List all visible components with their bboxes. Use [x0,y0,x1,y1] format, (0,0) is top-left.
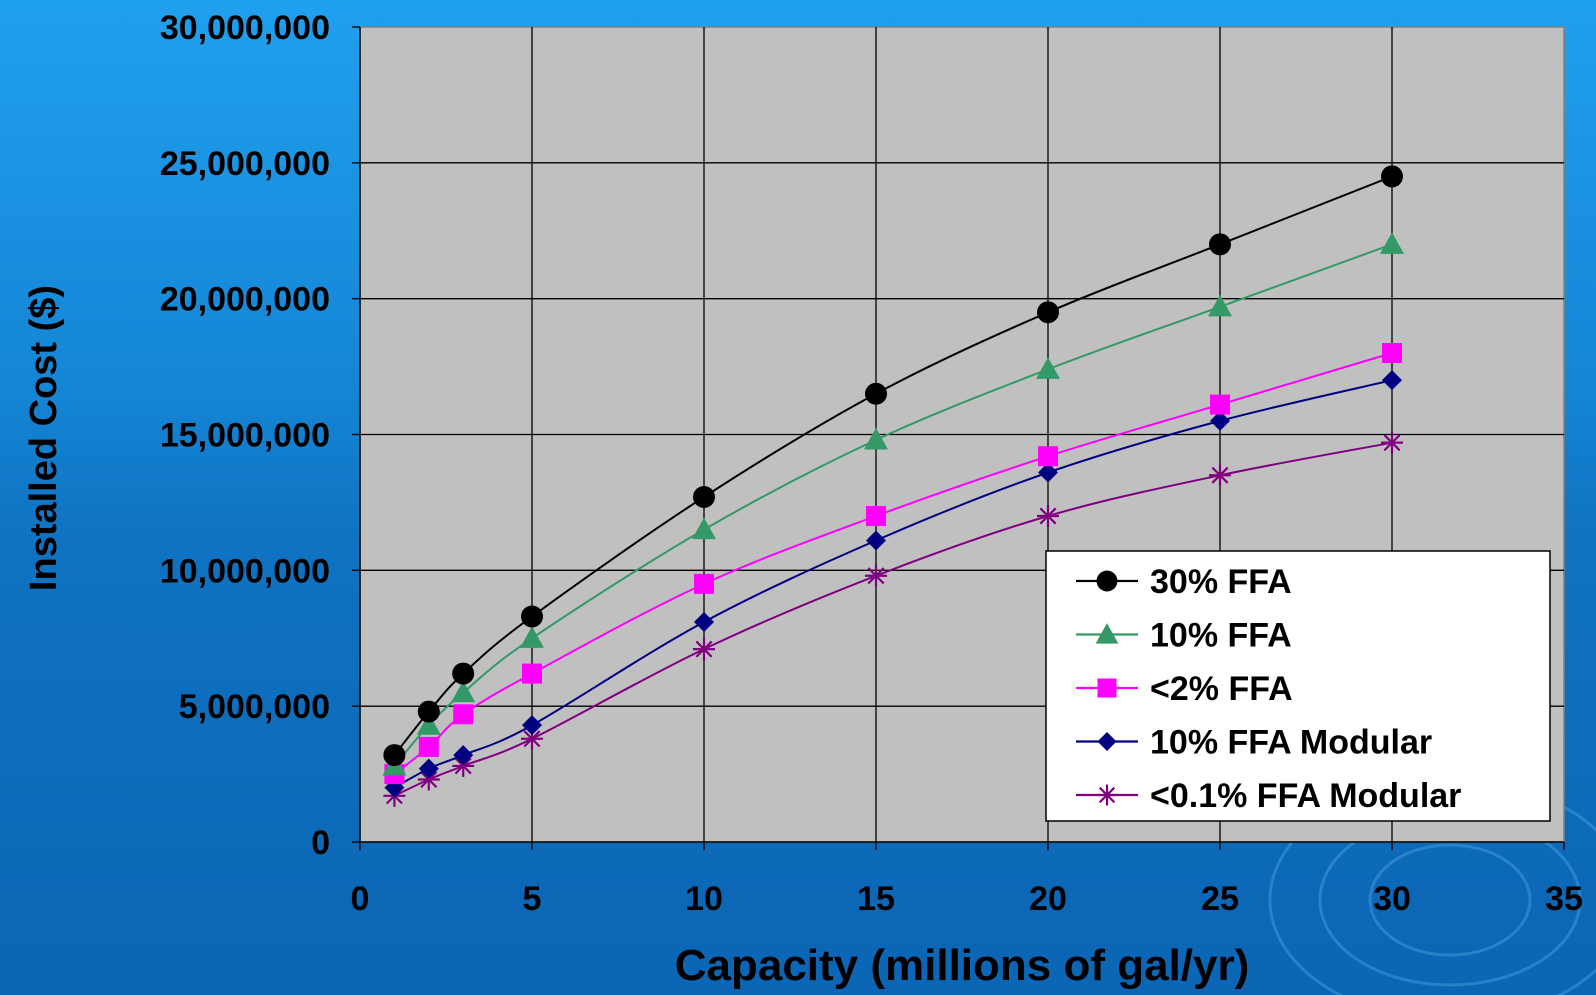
legend-marker [1096,784,1118,806]
x-tick-label: 35 [1545,880,1583,918]
data-point [1038,462,1058,483]
data-point [693,485,715,508]
series-line [393,441,1393,797]
legend-marker [1097,732,1117,751]
data-point [1381,431,1403,454]
data-point [452,662,475,685]
y-tick-label: 20,000,000 [160,281,330,319]
data-point [1209,464,1231,487]
x-tick-label: 20 [1029,880,1067,918]
data-point [1382,370,1402,391]
legend-marker [1095,623,1119,644]
data-point [865,382,887,405]
data-point [1037,505,1059,527]
x-axis-title: Capacity (millions of gal/yr) [675,941,1250,990]
legend-entry: <0.1% FFA Modular [1076,777,1461,815]
legend: 30% FFA 10% FFA <2% FFA 10% FFA Modular <0.1… [1045,550,1551,822]
data-point [1382,343,1402,363]
x-tick-label: 30 [1373,880,1411,918]
data-point [865,564,887,587]
x-tick-labels: 0 5 10 15 20 25 30 35 [351,880,1583,918]
data-point [520,626,544,648]
data-point [1209,233,1231,256]
y-tick-label: 25,000,000 [160,145,330,183]
data-point [694,611,714,632]
legend-entry: 10% FFA [1076,617,1292,655]
data-point [521,605,543,628]
legend-entry: 30% FFA [1076,563,1292,601]
data-point [451,680,476,703]
data-point [694,573,714,594]
data-point [1038,446,1058,467]
y-tick-label: 15,000,000 [160,417,330,455]
legend-label: <2% FFA [1150,670,1293,708]
data-point [692,517,716,540]
x-tick-label: 5 [523,880,542,918]
axes [352,26,1565,850]
legend-entry: <2% FFA [1076,670,1293,708]
x-tick-label: 0 [351,880,370,918]
series--2-ffa [384,343,1402,785]
legend-marker [1096,570,1118,592]
data-point [1380,232,1404,254]
y-tick-label: 10,000,000 [160,552,330,590]
data-point [693,638,715,661]
data-point [418,758,439,779]
data-point [418,736,439,757]
data-point [1036,357,1060,379]
data-point [416,713,441,735]
legend-label: <0.1% FFA Modular [1150,777,1461,815]
data-point [522,663,542,684]
y-tick-label: 0 [311,824,330,862]
data-point [1208,294,1232,317]
data-point [1037,301,1059,324]
x-tick-label: 25 [1201,880,1239,918]
data-point [453,745,474,766]
legend-label: 10% FFA [1150,617,1292,655]
data-point [1210,410,1230,431]
legend-entry: 10% FFA Modular [1076,724,1432,762]
series-30-ffa [383,165,1403,767]
legend-label: 10% FFA Modular [1150,724,1432,762]
data-point [453,704,474,725]
legend-marker [1097,678,1117,698]
data-point [866,506,886,526]
y-tick-label: 30,000,000 [160,9,330,47]
series-10-ffa [382,232,1404,776]
data-point [522,715,542,736]
data-point [1381,165,1403,188]
data-point [383,744,406,767]
x-tick-label: 15 [857,880,895,918]
legend-box [1045,550,1551,822]
data-series [382,165,1404,807]
x-tick-label: 10 [685,880,723,918]
y-axis-title: Installed Cost ($) [23,285,65,591]
data-point [417,700,440,723]
legend-label: 30% FFA [1150,563,1292,601]
y-tick-labels: 0 5,000,000 10,000,000 15,000,000 20,000,000… [160,9,330,862]
y-tick-label: 5,000,000 [179,688,330,726]
data-point [1210,394,1230,415]
data-point [864,427,888,450]
data-point [866,530,886,551]
